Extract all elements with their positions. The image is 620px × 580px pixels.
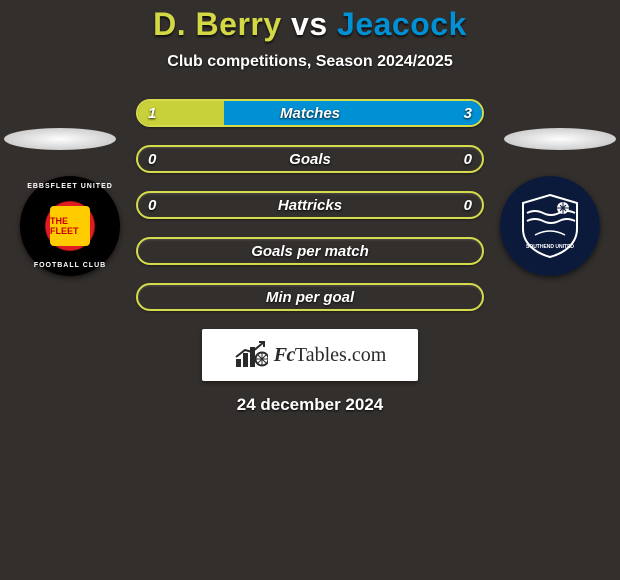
player1-name: D. Berry — [153, 6, 282, 42]
flag-left-placeholder — [4, 128, 116, 150]
stat-bar: Goals per match — [136, 237, 484, 265]
southend-badge-icon: SOUTHEND UNITED — [515, 191, 585, 261]
stat-bar: 00Hattricks — [136, 191, 484, 219]
player2-name: Jeacock — [337, 6, 467, 42]
bar-label: Matches — [138, 101, 482, 125]
badge-left-center: THE FLEET — [50, 206, 90, 246]
stat-bars: 13Matches 00Goals 00Hattricks Goals per mat… — [136, 99, 484, 311]
title-vs: vs — [291, 6, 328, 42]
stat-bar: Min per goal — [136, 283, 484, 311]
subtitle: Club competitions, Season 2024/2025 — [0, 53, 620, 71]
generation-date: 24 december 2024 — [0, 395, 620, 415]
fctables-logo: FcTables.com — [202, 329, 418, 381]
bar-label: Hattricks — [138, 193, 482, 217]
stat-bar: 00Goals — [136, 145, 484, 173]
flag-right-placeholder — [504, 128, 616, 150]
fctables-logo-icon — [234, 341, 268, 369]
page-title: D. Berry vs Jeacock — [0, 6, 620, 43]
fctables-logo-text: FcTables.com — [274, 344, 387, 367]
club-badge-right: SOUTHEND UNITED — [500, 176, 600, 276]
stat-bar: 13Matches — [136, 99, 484, 127]
club-badge-left: EBBSFLEET UNITED THE FLEET FOOTBALL CLUB — [20, 176, 120, 276]
svg-text:SOUTHEND UNITED: SOUTHEND UNITED — [526, 244, 574, 250]
badge-left-top-text: EBBSFLEET UNITED — [20, 183, 120, 190]
bar-label: Goals — [138, 147, 482, 171]
club-badge-left-inner: EBBSFLEET UNITED THE FLEET FOOTBALL CLUB — [20, 176, 120, 276]
badge-left-bottom-text: FOOTBALL CLUB — [20, 262, 120, 269]
bar-label: Goals per match — [138, 239, 482, 263]
comparison-infographic: D. Berry vs Jeacock Club competitions, S… — [0, 0, 620, 415]
bar-label: Min per goal — [138, 285, 482, 309]
